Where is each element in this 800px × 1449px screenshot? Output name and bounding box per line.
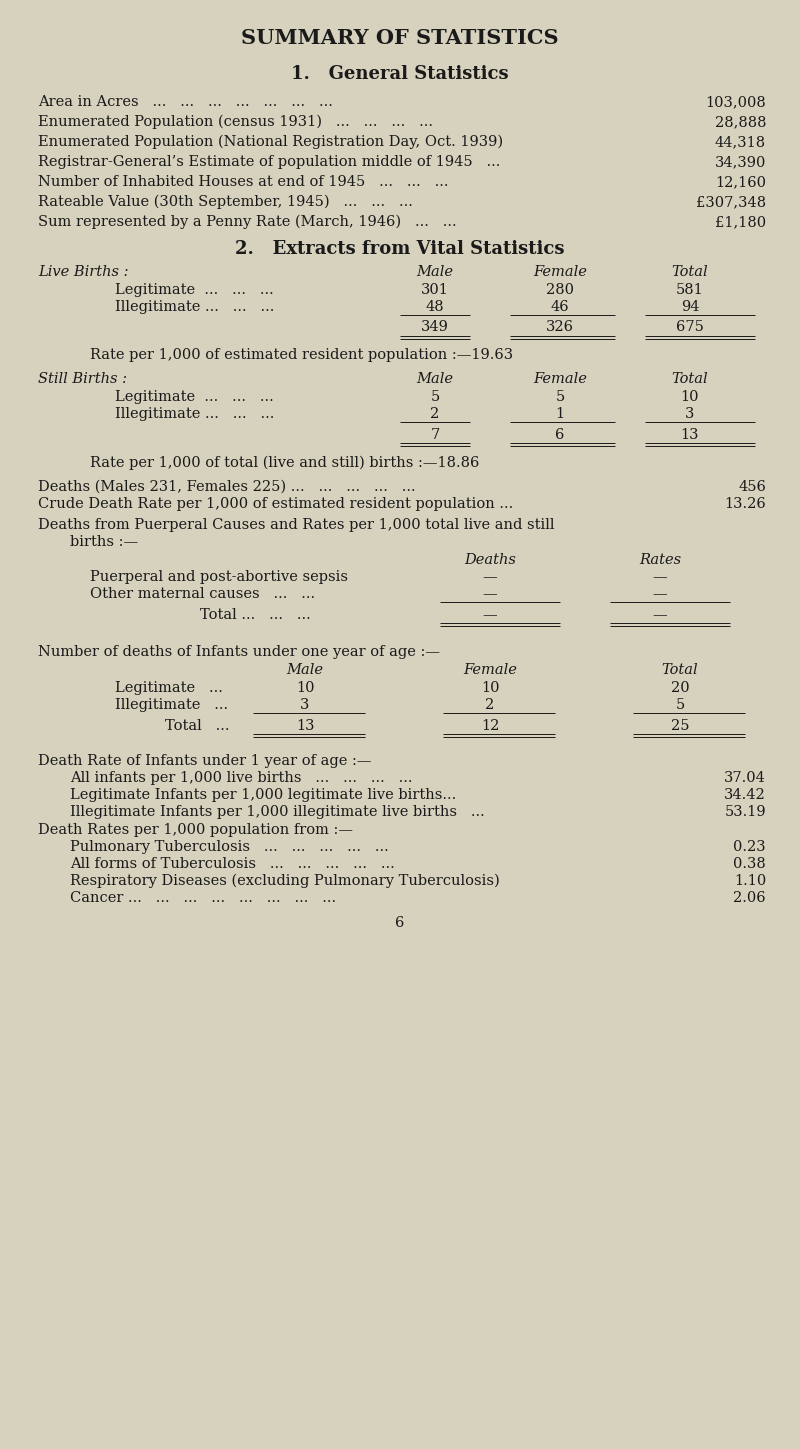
Text: —: — — [653, 569, 667, 584]
Text: 48: 48 — [426, 300, 444, 314]
Text: Pulmonary Tuberculosis   ...   ...   ...   ...   ...: Pulmonary Tuberculosis ... ... ... ... .… — [70, 840, 389, 853]
Text: 13: 13 — [296, 719, 314, 733]
Text: 5: 5 — [430, 390, 440, 404]
Text: 2.   Extracts from Vital Statistics: 2. Extracts from Vital Statistics — [235, 241, 565, 258]
Text: 13.26: 13.26 — [724, 497, 766, 511]
Text: Rateable Value (30th September, 1945)   ...   ...   ...: Rateable Value (30th September, 1945) ..… — [38, 196, 413, 210]
Text: —: — — [482, 587, 498, 601]
Text: 12: 12 — [481, 719, 499, 733]
Text: All forms of Tuberculosis   ...   ...   ...   ...   ...: All forms of Tuberculosis ... ... ... ..… — [70, 856, 394, 871]
Text: 103,008: 103,008 — [706, 96, 766, 109]
Text: 34,390: 34,390 — [714, 155, 766, 170]
Text: Live Births :: Live Births : — [38, 265, 129, 280]
Text: —: — — [653, 609, 667, 622]
Text: Rates: Rates — [639, 554, 681, 567]
Text: Death Rate of Infants under 1 year of age :—: Death Rate of Infants under 1 year of ag… — [38, 753, 371, 768]
Text: 28,888: 28,888 — [714, 114, 766, 129]
Text: Total: Total — [672, 372, 708, 385]
Text: Total   ...: Total ... — [165, 719, 230, 733]
Text: Deaths: Deaths — [464, 554, 516, 567]
Text: 7: 7 — [430, 427, 440, 442]
Text: 53.19: 53.19 — [724, 806, 766, 819]
Text: Total ...   ...   ...: Total ... ... ... — [200, 609, 310, 622]
Text: Sum represented by a Penny Rate (March, 1946)   ...   ...: Sum represented by a Penny Rate (March, … — [38, 214, 457, 229]
Text: Respiratory Diseases (excluding Pulmonary Tuberculosis): Respiratory Diseases (excluding Pulmonar… — [70, 874, 500, 888]
Text: 6: 6 — [395, 916, 405, 930]
Text: Rate per 1,000 of total (live and still) births :—18.86: Rate per 1,000 of total (live and still)… — [90, 456, 479, 471]
Text: 280: 280 — [546, 283, 574, 297]
Text: Female: Female — [533, 372, 587, 385]
Text: Legitimate  ...   ...   ...: Legitimate ... ... ... — [115, 283, 274, 297]
Text: 1: 1 — [555, 407, 565, 422]
Text: 2: 2 — [430, 407, 440, 422]
Text: SUMMARY OF STATISTICS: SUMMARY OF STATISTICS — [241, 28, 559, 48]
Text: 581: 581 — [676, 283, 704, 297]
Text: 2: 2 — [486, 698, 494, 711]
Text: Female: Female — [463, 664, 517, 677]
Text: 20: 20 — [670, 681, 690, 696]
Text: 3: 3 — [686, 407, 694, 422]
Text: Death Rates per 1,000 population from :—: Death Rates per 1,000 population from :— — [38, 823, 353, 838]
Text: 37.04: 37.04 — [724, 771, 766, 785]
Text: Crude Death Rate per 1,000 of estimated resident population ...: Crude Death Rate per 1,000 of estimated … — [38, 497, 514, 511]
Text: Legitimate  ...   ...   ...: Legitimate ... ... ... — [115, 390, 274, 404]
Text: Total: Total — [672, 265, 708, 280]
Text: 0.23: 0.23 — [734, 840, 766, 853]
Text: —: — — [653, 587, 667, 601]
Text: 0.38: 0.38 — [734, 856, 766, 871]
Text: births :—: births :— — [70, 535, 138, 549]
Text: Puerperal and post-abortive sepsis: Puerperal and post-abortive sepsis — [90, 569, 348, 584]
Text: Other maternal causes   ...   ...: Other maternal causes ... ... — [90, 587, 315, 601]
Text: Deaths (Males 231, Females 225) ...   ...   ...   ...   ...: Deaths (Males 231, Females 225) ... ... … — [38, 480, 416, 494]
Text: 5: 5 — [675, 698, 685, 711]
Text: 44,318: 44,318 — [715, 135, 766, 149]
Text: Number of deaths of Infants under one year of age :—: Number of deaths of Infants under one ye… — [38, 645, 440, 659]
Text: 94: 94 — [681, 300, 699, 314]
Text: 3: 3 — [300, 698, 310, 711]
Text: Male: Male — [286, 664, 323, 677]
Text: 5: 5 — [555, 390, 565, 404]
Text: 2.06: 2.06 — [734, 891, 766, 906]
Text: 10: 10 — [481, 681, 499, 696]
Text: 25: 25 — [670, 719, 690, 733]
Text: Illegitimate Infants per 1,000 illegitimate live births   ...: Illegitimate Infants per 1,000 illegitim… — [70, 806, 485, 819]
Text: 456: 456 — [738, 480, 766, 494]
Text: 12,160: 12,160 — [715, 175, 766, 188]
Text: 675: 675 — [676, 320, 704, 335]
Text: Enumerated Population (National Registration Day, Oct. 1939): Enumerated Population (National Registra… — [38, 135, 503, 149]
Text: —: — — [482, 569, 498, 584]
Text: Area in Acres   ...   ...   ...   ...   ...   ...   ...: Area in Acres ... ... ... ... ... ... ..… — [38, 96, 333, 109]
Text: Number of Inhabited Houses at end of 1945   ...   ...   ...: Number of Inhabited Houses at end of 194… — [38, 175, 449, 188]
Text: Illegitimate ...   ...   ...: Illegitimate ... ... ... — [115, 300, 274, 314]
Text: Registrar-General’s Estimate of population middle of 1945   ...: Registrar-General’s Estimate of populati… — [38, 155, 500, 170]
Text: 10: 10 — [296, 681, 314, 696]
Text: Still Births :: Still Births : — [38, 372, 127, 385]
Text: —: — — [482, 609, 498, 622]
Text: Illegitimate ...   ...   ...: Illegitimate ... ... ... — [115, 407, 274, 422]
Text: Cancer ...   ...   ...   ...   ...   ...   ...   ...: Cancer ... ... ... ... ... ... ... ... — [70, 891, 336, 906]
Text: 326: 326 — [546, 320, 574, 335]
Text: 10: 10 — [681, 390, 699, 404]
Text: Total: Total — [662, 664, 698, 677]
Text: Enumerated Population (census 1931)   ...   ...   ...   ...: Enumerated Population (census 1931) ... … — [38, 114, 433, 129]
Text: Rate per 1,000 of estimated resident population :—19.63: Rate per 1,000 of estimated resident pop… — [90, 348, 513, 362]
Text: 46: 46 — [550, 300, 570, 314]
Text: Legitimate   ...: Legitimate ... — [115, 681, 223, 696]
Text: Male: Male — [417, 265, 454, 280]
Text: 13: 13 — [681, 427, 699, 442]
Text: Female: Female — [533, 265, 587, 280]
Text: Deaths from Puerperal Causes and Rates per 1,000 total live and still: Deaths from Puerperal Causes and Rates p… — [38, 517, 554, 532]
Text: £307,348: £307,348 — [696, 196, 766, 209]
Text: 349: 349 — [421, 320, 449, 335]
Text: £1,180: £1,180 — [715, 214, 766, 229]
Text: 34.42: 34.42 — [724, 788, 766, 801]
Text: 1.10: 1.10 — [734, 874, 766, 888]
Text: Legitimate Infants per 1,000 legitimate live births...: Legitimate Infants per 1,000 legitimate … — [70, 788, 456, 801]
Text: 301: 301 — [421, 283, 449, 297]
Text: 6: 6 — [555, 427, 565, 442]
Text: All infants per 1,000 live births   ...   ...   ...   ...: All infants per 1,000 live births ... ..… — [70, 771, 413, 785]
Text: Male: Male — [417, 372, 454, 385]
Text: Illegitimate   ...: Illegitimate ... — [115, 698, 228, 711]
Text: 1.   General Statistics: 1. General Statistics — [291, 65, 509, 83]
